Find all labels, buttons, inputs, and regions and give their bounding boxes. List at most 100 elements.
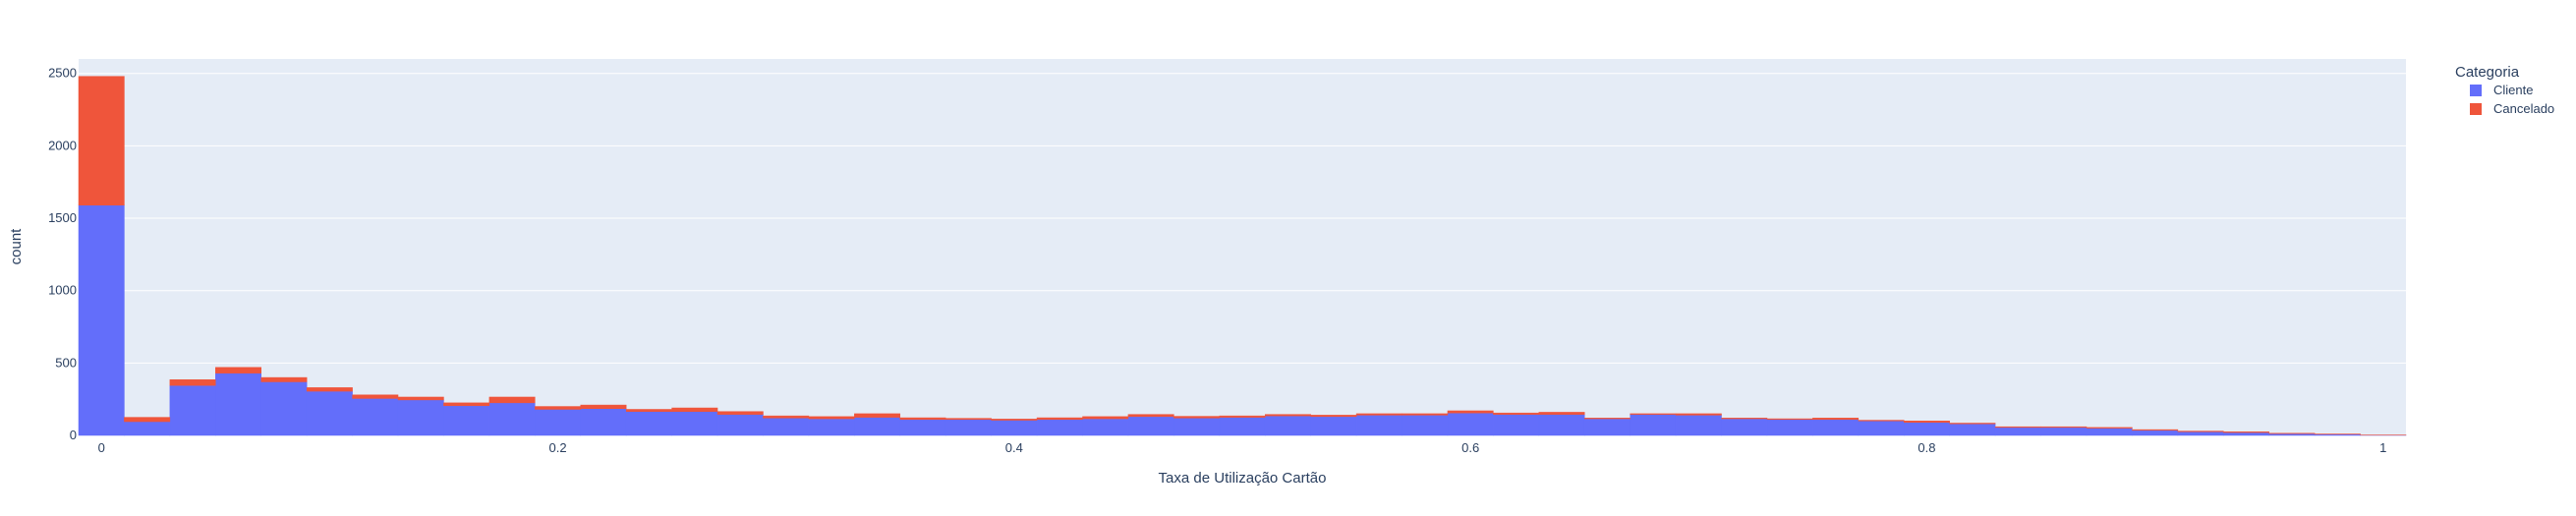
bar-cliente[interactable]	[899, 419, 946, 436]
bar-cancelado[interactable]	[1174, 416, 1221, 419]
bar-cliente[interactable]	[215, 373, 261, 436]
bar-cancelado[interactable]	[260, 376, 308, 382]
legend-label-cliente[interactable]: Cliente	[2493, 83, 2533, 97]
legend-swatch-cancelado[interactable]	[2470, 103, 2482, 115]
bar-cancelado[interactable]	[991, 419, 1038, 421]
bar-cliente[interactable]	[443, 405, 490, 436]
bar-cancelado[interactable]	[1538, 412, 1585, 415]
bar-cliente[interactable]	[1949, 423, 1996, 436]
bar-cancelado[interactable]	[535, 406, 581, 410]
bar-cancelado[interactable]	[1219, 415, 1266, 418]
bar-cliente[interactable]	[1812, 419, 1860, 436]
bar-cancelado[interactable]	[899, 417, 946, 421]
legend-swatch-cliente[interactable]	[2470, 85, 2482, 96]
bar-cliente[interactable]	[78, 204, 125, 436]
bar-cancelado[interactable]	[352, 394, 399, 399]
bar-cancelado[interactable]	[2086, 427, 2133, 429]
bar-cancelado[interactable]	[1355, 413, 1402, 416]
bar-cliente[interactable]	[854, 417, 901, 436]
bar-cancelado[interactable]	[2040, 426, 2088, 429]
bar-cliente[interactable]	[124, 421, 171, 436]
bar-cliente[interactable]	[991, 420, 1038, 436]
bar-cancelado[interactable]	[1721, 418, 1768, 420]
bar-cliente[interactable]	[1904, 422, 1950, 436]
bar-cliente[interactable]	[260, 381, 308, 436]
bar-cliente[interactable]	[580, 408, 627, 436]
bar-cancelado[interactable]	[1675, 413, 1722, 416]
bar-cancelado[interactable]	[2177, 430, 2224, 432]
bar-cliente[interactable]	[1721, 418, 1768, 436]
bar-cancelado[interactable]	[397, 396, 444, 401]
bar-cliente[interactable]	[1493, 414, 1540, 436]
bar-cliente[interactable]	[1036, 419, 1083, 436]
bar-cancelado[interactable]	[1493, 412, 1540, 415]
bar-cancelado[interactable]	[854, 413, 901, 418]
bar-cliente[interactable]	[306, 390, 353, 436]
bar-cancelado[interactable]	[2223, 431, 2269, 433]
bar-cancelado[interactable]	[625, 409, 672, 412]
bar-cliente[interactable]	[625, 411, 672, 436]
bar-cancelado[interactable]	[1949, 423, 1996, 425]
bar-cancelado[interactable]	[306, 387, 353, 392]
bar-cliente[interactable]	[2268, 432, 2316, 436]
bar-cliente[interactable]	[2040, 427, 2088, 436]
bar-cliente[interactable]	[1219, 417, 1266, 436]
bar-cancelado[interactable]	[443, 402, 490, 407]
bar-cliente[interactable]	[1994, 427, 2041, 436]
bar-cancelado[interactable]	[763, 415, 810, 419]
bar-cliente[interactable]	[488, 402, 536, 436]
bar-cancelado[interactable]	[945, 418, 992, 421]
bar-cliente[interactable]	[169, 384, 216, 436]
bar-cancelado[interactable]	[1904, 421, 1950, 423]
bar-cliente[interactable]	[1355, 415, 1402, 436]
legend-label-cancelado[interactable]: Cancelado	[2493, 101, 2554, 116]
bar-cliente[interactable]	[1583, 418, 1631, 436]
bar-cancelado[interactable]	[1994, 426, 2041, 429]
bar-cancelado[interactable]	[1264, 414, 1311, 417]
bar-cliente[interactable]	[1082, 418, 1129, 436]
bar-cliente[interactable]	[1174, 418, 1221, 436]
bar-cancelado[interactable]	[1310, 415, 1357, 418]
bar-cliente[interactable]	[808, 418, 855, 436]
bar-cliente[interactable]	[2086, 428, 2133, 436]
bar-cliente[interactable]	[1675, 415, 1722, 436]
bar-cliente[interactable]	[1447, 412, 1494, 436]
bar-cancelado[interactable]	[1127, 414, 1174, 418]
bar-cancelado[interactable]	[124, 417, 171, 423]
bar-cliente[interactable]	[1264, 415, 1311, 436]
bar-cancelado[interactable]	[1630, 413, 1677, 415]
bar-cliente[interactable]	[716, 414, 764, 436]
bar-cliente[interactable]	[1127, 416, 1174, 436]
bar-cancelado[interactable]	[1812, 418, 1860, 421]
bar-cancelado[interactable]	[1402, 413, 1449, 416]
bar-cliente[interactable]	[2177, 431, 2224, 436]
bar-cliente[interactable]	[1310, 416, 1357, 436]
bar-cancelado[interactable]	[671, 407, 718, 412]
bar-cancelado[interactable]	[580, 404, 627, 409]
bar-cancelado[interactable]	[1036, 417, 1083, 421]
bar-cancelado[interactable]	[1082, 416, 1129, 420]
bar-cancelado[interactable]	[169, 379, 216, 386]
bar-cliente[interactable]	[2223, 431, 2269, 436]
bar-cancelado[interactable]	[488, 396, 536, 404]
bar-cancelado[interactable]	[716, 411, 764, 415]
bar-cancelado[interactable]	[215, 367, 261, 373]
bar-cancelado[interactable]	[1447, 410, 1494, 414]
bar-cliente[interactable]	[535, 409, 581, 436]
bar-cliente[interactable]	[1630, 414, 1677, 436]
bar-cancelado[interactable]	[1583, 418, 1631, 420]
bar-cancelado[interactable]	[78, 76, 125, 206]
bar-cliente[interactable]	[1538, 414, 1585, 436]
bar-cliente[interactable]	[1402, 415, 1449, 436]
bar-cancelado[interactable]	[808, 416, 855, 420]
bar-cancelado[interactable]	[1858, 420, 1905, 422]
bar-cliente[interactable]	[397, 399, 444, 436]
bar-cliente[interactable]	[352, 398, 399, 436]
bar-cliente[interactable]	[2132, 430, 2179, 436]
bar-cliente[interactable]	[1858, 421, 1905, 436]
bar-cliente[interactable]	[763, 418, 810, 436]
bar-cancelado[interactable]	[1766, 418, 1813, 421]
bar-cliente[interactable]	[945, 419, 992, 436]
bar-cliente[interactable]	[1766, 419, 1813, 436]
bar-cliente[interactable]	[671, 411, 718, 436]
